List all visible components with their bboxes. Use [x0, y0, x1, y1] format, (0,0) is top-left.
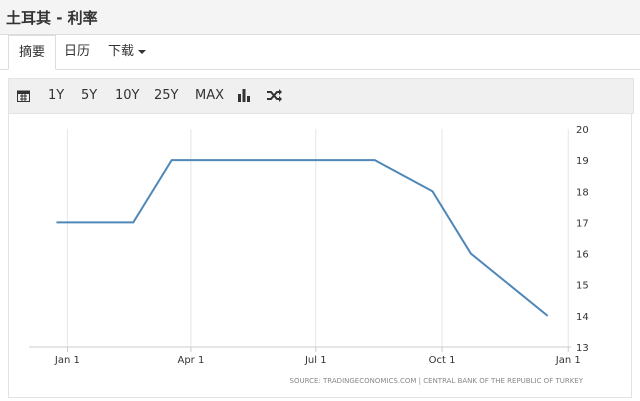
- range-button[interactable]: 10Y: [115, 88, 140, 103]
- tab-label: 下载: [108, 44, 135, 59]
- x-tick-label: Jan 1: [555, 355, 581, 366]
- tab[interactable]: 摘要: [8, 35, 57, 70]
- header: 土耳其 - 利率: [0, 0, 640, 35]
- y-tick-label: 14: [576, 312, 589, 323]
- source-note: SOURCE: TRADINGECONOMICS.COM | CENTRAL B…: [290, 377, 584, 385]
- range-button[interactable]: 25Y: [154, 88, 179, 103]
- y-tick-label: 17: [576, 218, 589, 229]
- tabs: 摘要 日历 下载: [0, 35, 640, 70]
- x-tick-label: Jul 1: [304, 355, 327, 366]
- y-tick-label: 20: [576, 125, 589, 136]
- range-button[interactable]: MAX: [195, 88, 225, 103]
- y-tick-label: 13: [576, 343, 589, 354]
- x-tick-label: Oct 1: [429, 355, 456, 366]
- y-tick-label: 18: [576, 187, 589, 198]
- x-tick-label: Apr 1: [177, 355, 204, 366]
- shuffle-icon[interactable]: [267, 89, 282, 102]
- page-title: 土耳其 - 利率: [6, 9, 98, 27]
- y-tick-label: 19: [576, 156, 589, 167]
- line: [56, 159, 549, 317]
- caret: [138, 50, 147, 54]
- chart: SOURCE: TRADINGECONOMICS.COM | CENTRAL B…: [8, 113, 632, 398]
- range-button[interactable]: 1Y: [48, 88, 65, 103]
- calendar-icon[interactable]: [17, 89, 30, 102]
- tab[interactable]: 下载: [98, 35, 156, 68]
- tab[interactable]: 日历: [64, 44, 91, 59]
- y-tick-label: 16: [576, 250, 589, 261]
- range-button[interactable]: 5Y: [81, 88, 98, 103]
- y-tick-label: 15: [576, 281, 589, 292]
- bar-chart-icon[interactable]: [238, 89, 250, 102]
- x-tick-label: Jan 1: [54, 355, 80, 366]
- toolbar: 1Y 5Y 10Y 25Y MAX: [8, 78, 634, 114]
